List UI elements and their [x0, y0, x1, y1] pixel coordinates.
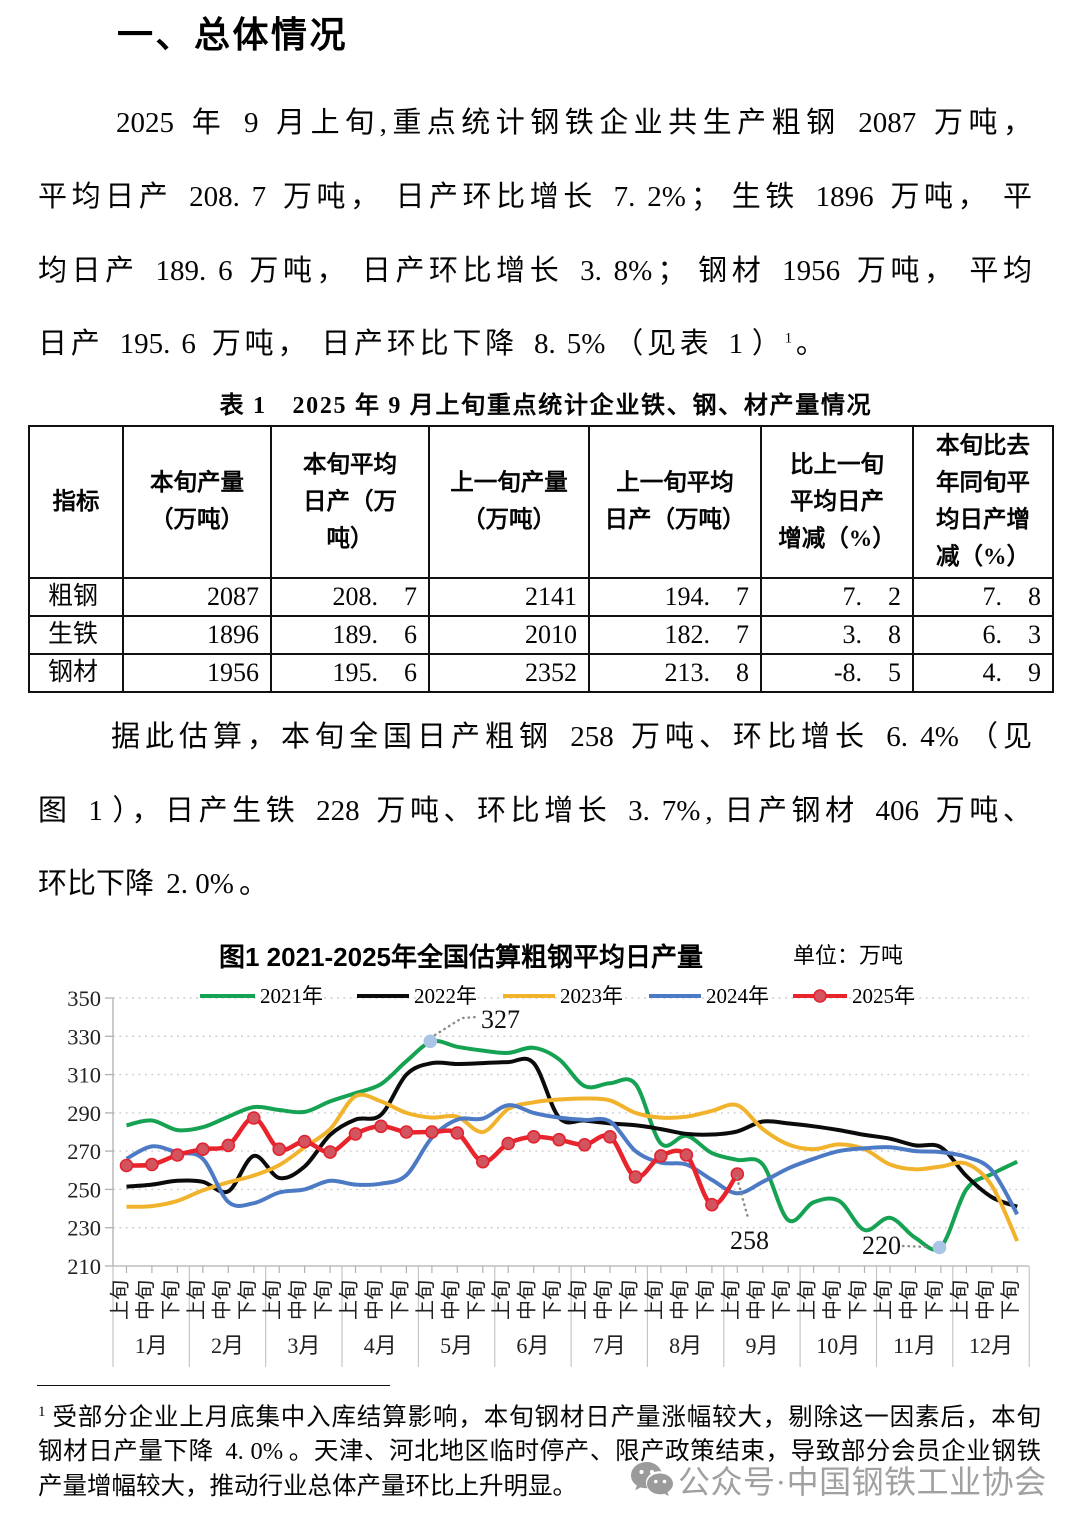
svg-text:上旬: 上旬: [109, 1280, 132, 1320]
svg-text:2025年: 2025年: [852, 984, 915, 1008]
svg-text:上旬: 上旬: [643, 1280, 666, 1320]
svg-text:中旬: 中旬: [439, 1280, 462, 1320]
svg-text:中旬: 中旬: [668, 1280, 691, 1320]
svg-text:下旬: 下旬: [770, 1280, 793, 1320]
svg-text:中旬: 中旬: [287, 1280, 310, 1320]
svg-text:2023年: 2023年: [560, 984, 623, 1008]
svg-text:下旬: 下旬: [618, 1280, 641, 1320]
svg-text:5月: 5月: [440, 1333, 473, 1358]
svg-text:中旬: 中旬: [592, 1280, 615, 1320]
svg-text:220: 220: [862, 1231, 901, 1260]
svg-text:下旬: 下旬: [465, 1280, 488, 1320]
svg-text:中旬: 中旬: [363, 1280, 386, 1320]
svg-text:270: 270: [67, 1139, 101, 1164]
svg-text:230: 230: [67, 1216, 101, 1241]
svg-text:上旬: 上旬: [719, 1280, 742, 1320]
svg-text:上旬: 上旬: [872, 1280, 895, 1320]
svg-text:11月: 11月: [893, 1333, 936, 1358]
svg-text:350: 350: [67, 986, 101, 1011]
svg-text:2024年: 2024年: [706, 984, 769, 1008]
svg-text:10月: 10月: [816, 1333, 860, 1358]
svg-text:330: 330: [67, 1024, 101, 1049]
svg-text:下旬: 下旬: [159, 1280, 182, 1320]
svg-text:中旬: 中旬: [974, 1280, 997, 1320]
svg-text:上旬: 上旬: [796, 1280, 819, 1320]
svg-text:中旬: 中旬: [516, 1280, 539, 1320]
svg-text:2022年: 2022年: [414, 984, 477, 1008]
svg-text:上旬: 上旬: [948, 1280, 971, 1320]
svg-text:上旬: 上旬: [414, 1280, 437, 1320]
svg-text:中旬: 中旬: [745, 1280, 768, 1320]
svg-text:中旬: 中旬: [134, 1280, 157, 1320]
svg-text:12月: 12月: [969, 1333, 1013, 1358]
svg-text:下旬: 下旬: [694, 1280, 717, 1320]
svg-text:上旬: 上旬: [490, 1280, 513, 1320]
svg-text:9月: 9月: [745, 1333, 778, 1358]
svg-text:下旬: 下旬: [923, 1280, 946, 1320]
svg-text:中旬: 中旬: [821, 1280, 844, 1320]
svg-text:上旬: 上旬: [185, 1280, 208, 1320]
svg-text:2021年: 2021年: [260, 984, 323, 1008]
svg-text:6月: 6月: [516, 1333, 549, 1358]
svg-text:250: 250: [67, 1177, 101, 1202]
svg-text:中旬: 中旬: [210, 1280, 233, 1320]
svg-text:4月: 4月: [364, 1333, 397, 1358]
svg-text:下旬: 下旬: [312, 1280, 335, 1320]
svg-text:1月: 1月: [135, 1333, 168, 1358]
svg-text:图1 2021-2025年全国估算粗钢平均日产量: 图1 2021-2025年全国估算粗钢平均日产量: [219, 942, 703, 972]
svg-text:3月: 3月: [287, 1333, 320, 1358]
svg-text:上旬: 上旬: [567, 1280, 590, 1320]
svg-text:2月: 2月: [211, 1333, 244, 1358]
svg-text:下旬: 下旬: [999, 1280, 1022, 1320]
svg-text:310: 310: [67, 1063, 101, 1088]
svg-text:下旬: 下旬: [236, 1280, 259, 1320]
svg-text:258: 258: [730, 1226, 769, 1255]
svg-text:上旬: 上旬: [261, 1280, 284, 1320]
svg-text:290: 290: [67, 1101, 101, 1126]
svg-text:下旬: 下旬: [388, 1280, 411, 1320]
svg-text:上旬: 上旬: [338, 1280, 361, 1320]
svg-text:210: 210: [67, 1254, 101, 1279]
svg-text:下旬: 下旬: [541, 1280, 564, 1320]
svg-text:中旬: 中旬: [897, 1280, 920, 1320]
svg-text:7月: 7月: [593, 1333, 626, 1358]
svg-text:单位：万吨: 单位：万吨: [793, 943, 903, 968]
svg-text:下旬: 下旬: [847, 1280, 870, 1320]
svg-text:8月: 8月: [669, 1333, 702, 1358]
svg-text:327: 327: [481, 1005, 520, 1034]
